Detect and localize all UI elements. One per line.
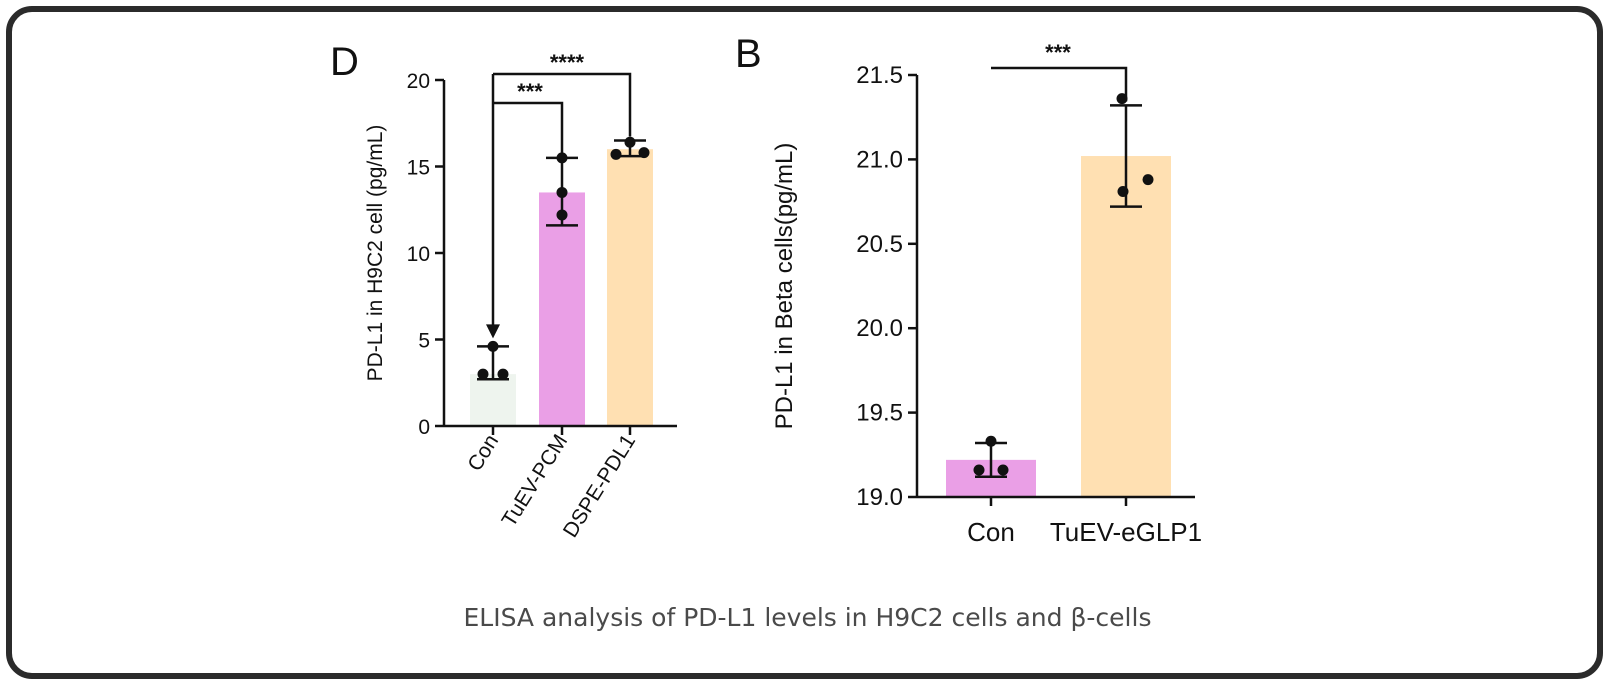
panel-d-data-point [556,152,568,164]
panel-d-y-tick-label: 10 [407,243,430,266]
panel-b-data-point [1142,174,1154,186]
panel-b-data-point [973,464,985,476]
panel-d-y-axis-title: PD-L1 in H9C2 cell (pg/mL) [364,125,387,382]
panel-d-data-point [556,209,568,221]
figure-frame [6,6,1603,679]
panel-d-x-tick-label: DSPE-PDL1 [559,430,640,541]
panel-b-x-tick-label: TuEV-eGLP1 [1050,517,1202,547]
panel-d-y-tick-label: 20 [407,70,430,93]
panel-d-label: D [330,40,359,84]
panel-d-bar-tuev-pcm [539,192,585,426]
panel-d-y-tick-label: 15 [407,157,430,180]
panel-d-arrow-head [486,324,500,339]
panel-b-data-point [997,464,1009,476]
panel-b-label: B [735,32,762,76]
panel-d-data-point [497,368,509,380]
panel-d-x-tick-label: TuEV-PCM [497,430,572,531]
panel-d-chart: D 0 5 10 15 20 PD-L1 in H9C2 cell (pg/mL) ConTu… [330,40,677,542]
panel-d-significance-bracket [493,101,564,154]
panel-b-y-tick-label: 20.0 [856,315,903,342]
panel-d-data-point [487,340,499,352]
panel-b-x-tick-label: Con [967,517,1015,547]
panel-b-data-point [985,435,997,447]
panel-b-y-axis-title: PD-L1 in Beta cells(pg/mL) [771,143,798,430]
panel-b-y-tick-label: 21.5 [856,62,903,89]
panel-d-data-point [477,368,489,380]
panel-b-bar-tuev-eglp1 [1081,156,1171,498]
panel-b-y-tick-label: 21.0 [856,146,903,173]
panel-d-significance-label: **** [550,50,585,75]
panel-d-x-tick-label: Con [463,430,503,475]
panel-d-data-point [624,136,636,148]
panel-b-chart: B 19.0 19.5 20.0 20.5 21.0 21.5 PD-L1 in Beta c… [735,32,1202,547]
panel-b-y-tick-label: 20.5 [856,231,903,258]
panel-d-bar-dspe-pdl1 [607,149,653,426]
panel-d-data-point [556,186,568,198]
panel-d-data-point [610,148,622,160]
panel-d-bar-con [470,374,516,426]
panel-b-significance-label: *** [1045,40,1071,65]
panel-d-y-tick-label: 0 [418,416,430,439]
figure-caption: ELISA analysis of PD-L1 levels in H9C2 c… [463,603,1152,632]
panel-b-significance-bracket [991,66,1128,102]
panel-d-significance-bracket [493,72,632,137]
panel-d-significance-label: *** [517,79,543,104]
panel-d-data-point [638,147,650,159]
panel-b-y-tick-label: 19.5 [856,400,903,427]
panel-b-data-point [1117,185,1129,197]
panel-d-y-tick-label: 5 [418,330,430,353]
panel-b-y-tick-label: 19.0 [856,484,903,511]
